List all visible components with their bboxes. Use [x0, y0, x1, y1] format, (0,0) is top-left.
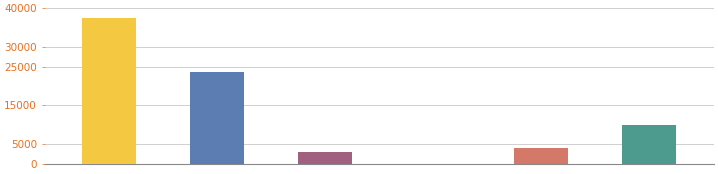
Bar [622, 125, 676, 164]
Bar [298, 152, 353, 164]
Bar [190, 72, 244, 164]
Bar [83, 18, 136, 164]
Bar [514, 148, 568, 164]
